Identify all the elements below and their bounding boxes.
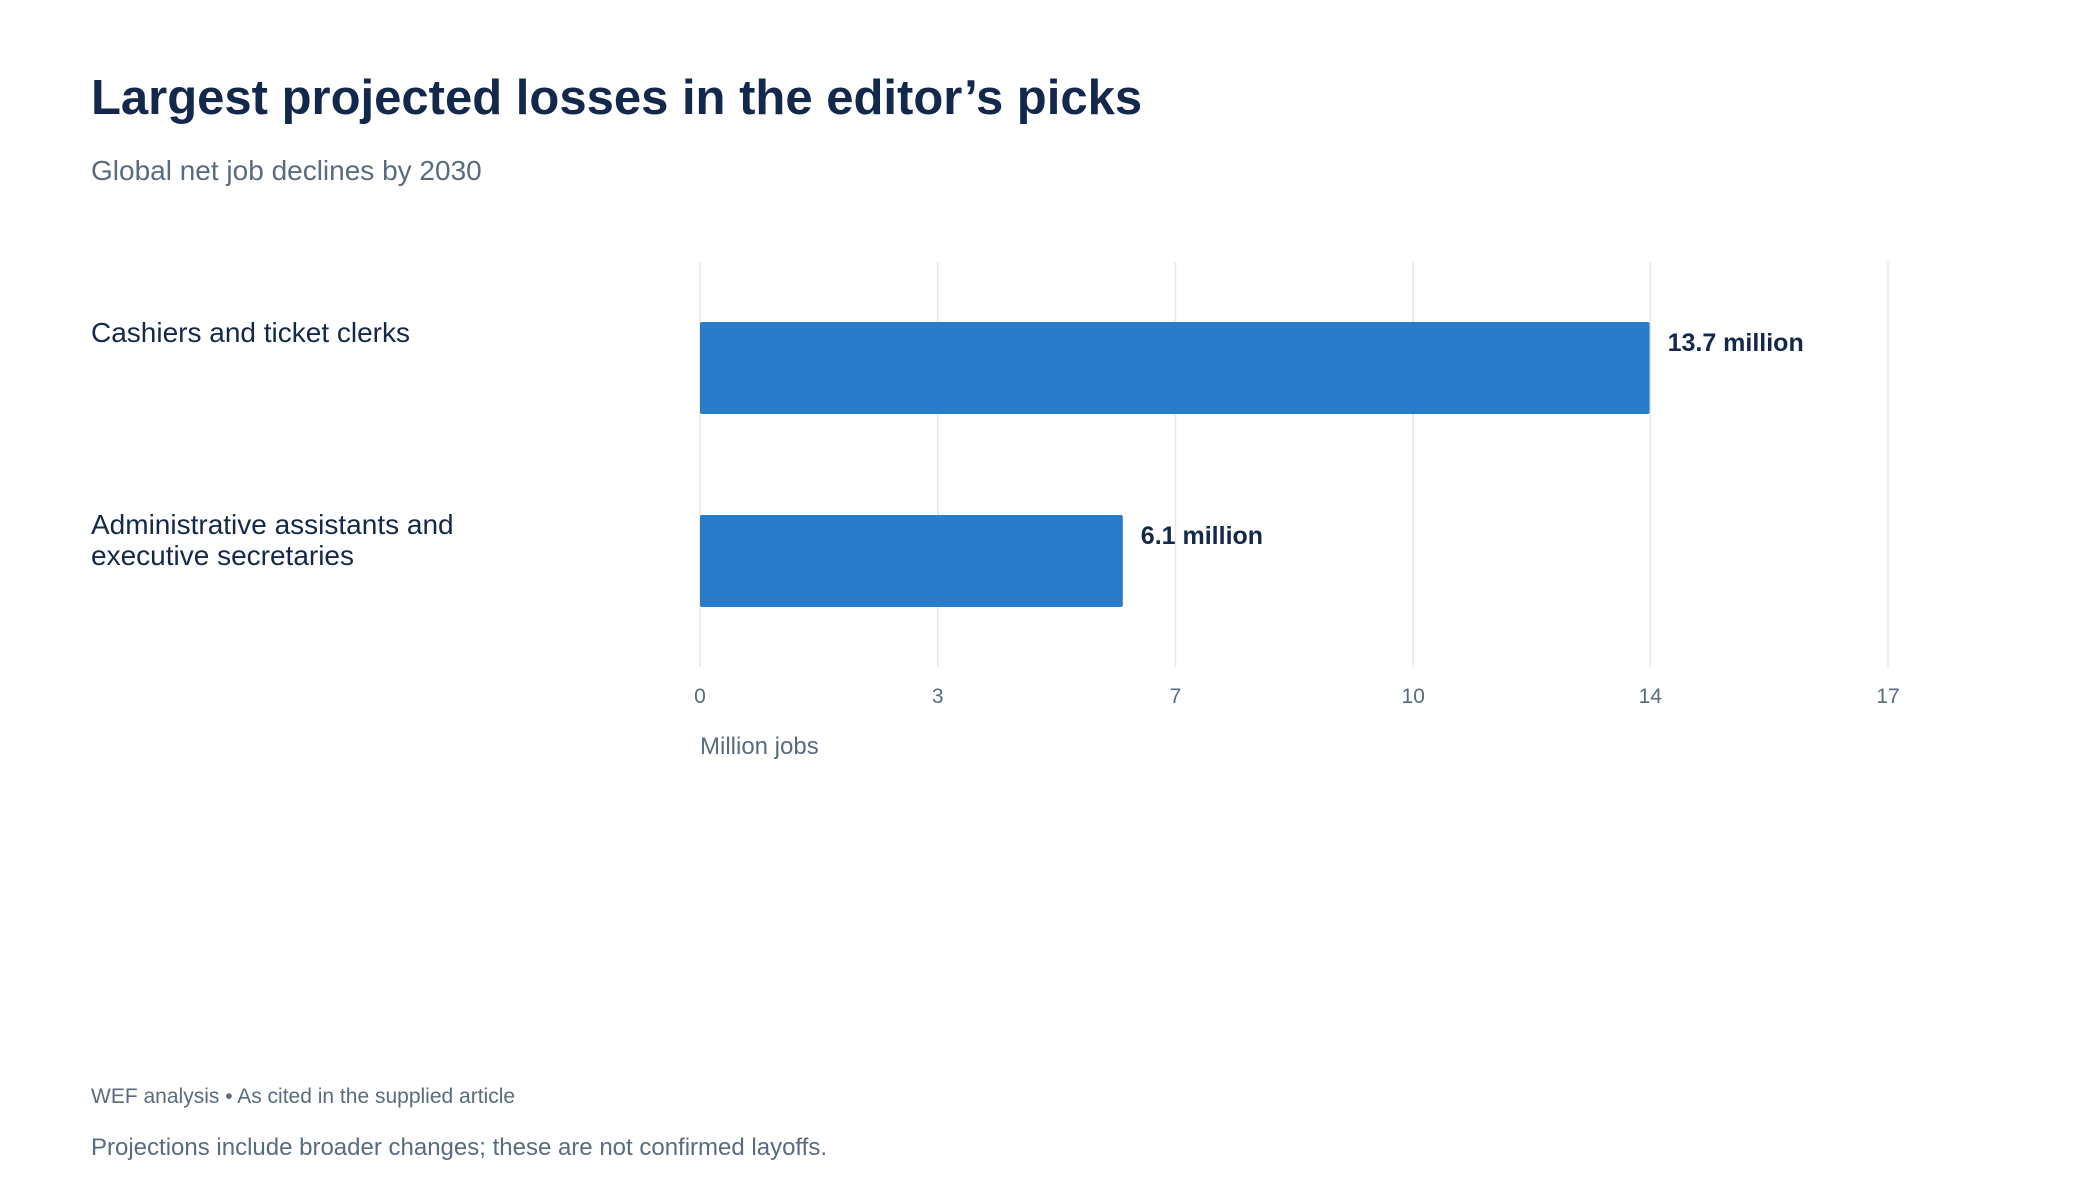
value-label: 13.7 million xyxy=(1668,329,1804,357)
bars xyxy=(700,322,1650,607)
x-tick-label: 7 xyxy=(1170,685,1182,708)
category-label-line: Cashiers and ticket clerks xyxy=(91,317,410,348)
value-labels: 13.7 million 6.1 million xyxy=(1141,329,1804,550)
category-label: Cashiers and ticket clerks xyxy=(91,317,410,348)
bar xyxy=(700,515,1123,607)
value-label: 6.1 million xyxy=(1141,522,1263,550)
bar xyxy=(700,322,1650,414)
category-label-line: Administrative assistants and xyxy=(91,509,454,540)
category-labels: Cashiers and ticket clerks Administrative… xyxy=(91,317,454,571)
disclaimer-note: Projections include broader changes; the… xyxy=(91,1134,827,1161)
x-axis-ticks: 0 3 7 10 14 17 xyxy=(694,685,1900,708)
category-label: Administrative assistants and executive s… xyxy=(91,509,454,571)
chart-subtitle: Global net job declines by 2030 xyxy=(91,155,482,186)
bar-chart: Cashiers and ticket clerks Administrative… xyxy=(91,262,1900,760)
chart-title: Largest projected losses in the editor’s… xyxy=(91,71,1143,125)
category-label-line: executive secretaries xyxy=(91,540,354,571)
x-axis-label: Million jobs xyxy=(700,733,819,760)
x-tick-label: 10 xyxy=(1402,685,1425,708)
source-note: WEF analysis • As cited in the supplied … xyxy=(91,1085,516,1108)
x-tick-label: 14 xyxy=(1639,685,1663,708)
x-tick-label: 3 xyxy=(932,685,944,708)
x-tick-label: 0 xyxy=(694,685,706,708)
x-tick-label: 17 xyxy=(1876,685,1899,708)
